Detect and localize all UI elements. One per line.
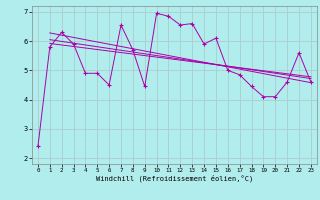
X-axis label: Windchill (Refroidissement éolien,°C): Windchill (Refroidissement éolien,°C) [96,175,253,182]
